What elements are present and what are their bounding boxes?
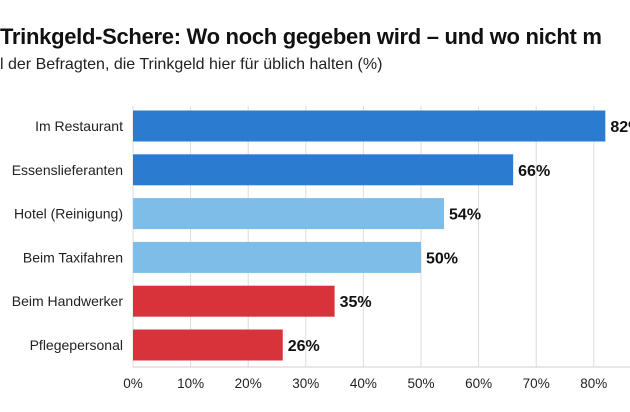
category-label: Pflegepersonal <box>30 337 123 353</box>
category-label: Hotel (Reinigung) <box>14 206 123 222</box>
value-label: 66% <box>518 163 550 180</box>
x-tick-label: 60% <box>465 376 492 391</box>
category-label: Beim Handwerker <box>12 293 124 309</box>
x-tick-label: 80% <box>580 376 607 391</box>
bar <box>133 329 283 361</box>
value-label: 35% <box>340 294 372 311</box>
x-tick-label: 0% <box>123 376 143 391</box>
x-tick-label: 30% <box>292 376 319 391</box>
x-tick-label: 10% <box>177 376 204 391</box>
category-label: Beim Taxifahren <box>23 249 123 265</box>
bar <box>133 154 514 186</box>
category-label: Im Restaurant <box>35 118 123 134</box>
x-tick-label: 70% <box>523 376 550 391</box>
bar <box>133 285 335 317</box>
x-tick-label: 40% <box>350 376 377 391</box>
chart-title: Trinkgeld-Schere: Wo noch gegeben wird –… <box>0 24 602 49</box>
bar <box>133 110 606 142</box>
x-tick-label: 50% <box>407 376 434 391</box>
value-label: 54% <box>449 207 481 224</box>
bar <box>133 241 421 273</box>
value-label: 82% <box>610 119 630 136</box>
value-label: 50% <box>426 250 458 267</box>
x-tick-label: 20% <box>235 376 262 391</box>
value-label: 26% <box>288 338 320 355</box>
category-label: Essenslieferanten <box>12 162 123 178</box>
bar <box>133 198 445 230</box>
chart-subtitle: l der Befragten, die Trinkgeld hier für … <box>0 56 383 73</box>
